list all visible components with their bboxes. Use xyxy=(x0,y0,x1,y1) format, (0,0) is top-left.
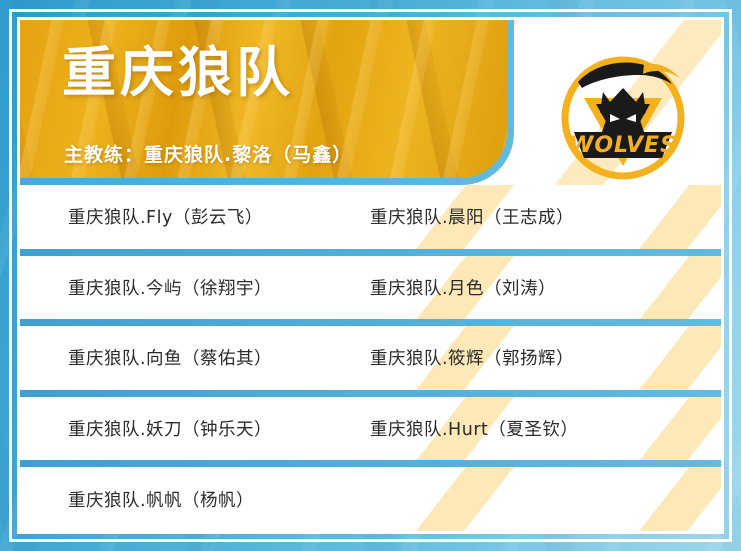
row-separator xyxy=(20,319,721,327)
table-row[interactable]: 重庆狼队.向鱼（蔡佑其） 重庆狼队.筱辉（郭扬辉） xyxy=(20,326,721,390)
table-row[interactable]: 重庆狼队.妖刀（钟乐天） 重庆狼队.Hurt（夏圣钦） xyxy=(20,396,721,461)
player-name-right: 重庆狼队.月色（刘涛） xyxy=(370,278,557,299)
table-row[interactable]: 重庆狼队.今屿（徐翔宇） 重庆狼队.月色（刘涛） xyxy=(20,255,721,320)
outer-frame-border xyxy=(9,9,732,542)
player-name-left: 重庆狼队.帆帆（杨帆） xyxy=(68,490,255,511)
row-separator xyxy=(20,248,721,256)
wolves-logo-text: WOLVES xyxy=(569,133,677,158)
player-name-right: 重庆狼队.筱辉（郭扬辉） xyxy=(370,349,575,370)
player-name-right: 重庆狼队.Hurt（夏圣钦） xyxy=(370,420,579,441)
row-separator xyxy=(20,460,721,468)
player-name-left: 重庆狼队.向鱼（蔡佑其） xyxy=(68,349,273,370)
player-name-left: 重庆狼队.妖刀（钟乐天） xyxy=(68,420,273,441)
coach-label: 主教练：重庆狼队.黎洛（马鑫） xyxy=(64,144,353,166)
card-body: 重庆狼队 主教练：重庆狼队.黎洛（马鑫） xyxy=(20,20,721,531)
player-name-right: 重庆狼队.晨阳（王志成） xyxy=(370,208,575,229)
table-row[interactable]: 重庆狼队.Fly（彭云飞） 重庆狼队.晨阳（王志成） xyxy=(20,185,721,249)
wolves-logo-icon: WOLVES xyxy=(548,40,698,190)
player-name-left: 重庆狼队.今屿（徐翔宇） xyxy=(68,278,273,299)
row-separator xyxy=(20,389,721,397)
card-frame: 重庆狼队 主教练：重庆狼队.黎洛（马鑫） xyxy=(17,17,724,534)
page-title: 重庆狼队 xyxy=(62,41,294,104)
roster-list: 重庆狼队.Fly（彭云飞） 重庆狼队.晨阳（王志成） 重庆狼队.今屿（徐翔宇） … xyxy=(20,185,721,531)
player-name-left: 重庆狼队.Fly（彭云飞） xyxy=(68,208,263,229)
table-row[interactable]: 重庆狼队.帆帆（杨帆） xyxy=(20,467,721,531)
